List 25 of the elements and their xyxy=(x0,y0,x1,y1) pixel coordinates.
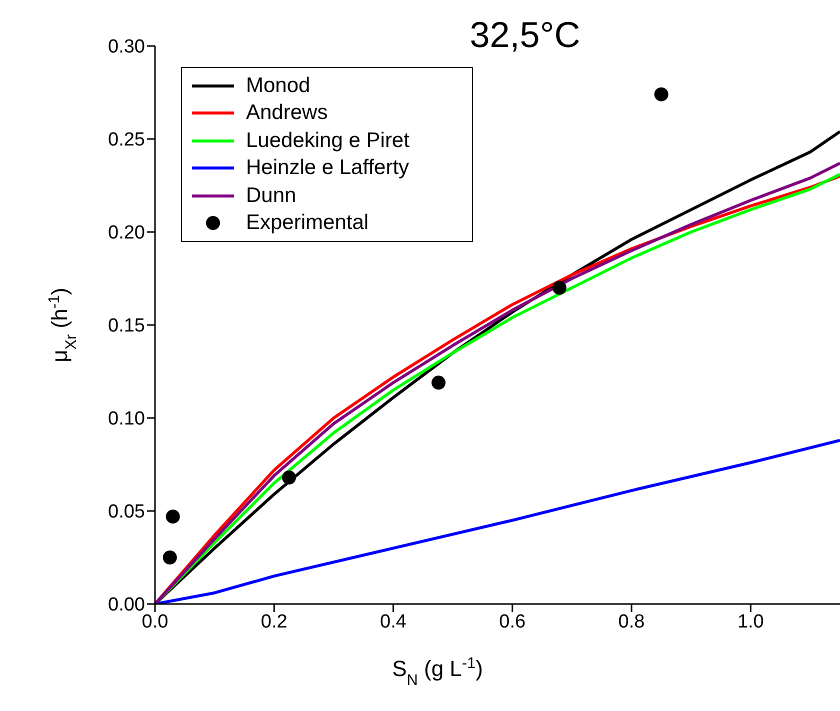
x-tick-label: 0.2 xyxy=(260,611,288,632)
x-axis-title: S$_{N}$ (g L$^{-1}$) xyxy=(392,654,483,688)
legend-label: Luedeking e Piret xyxy=(246,128,410,153)
x-tick-label: 0.6 xyxy=(499,611,526,632)
y-tick-label: 0.25 xyxy=(108,130,145,151)
y-tick-label: 0.20 xyxy=(108,222,145,244)
chart-title: 32,5°C xyxy=(470,14,580,55)
y-tick-label: 0.10 xyxy=(108,408,145,430)
x-tick-label: 0.4 xyxy=(380,611,407,632)
legend-label: Dunn xyxy=(246,184,296,208)
point xyxy=(432,376,446,390)
point xyxy=(654,87,668,102)
y-tick-label: 0.15 xyxy=(108,316,145,337)
y-tick-label: 0.05 xyxy=(108,502,145,523)
point xyxy=(552,280,566,295)
legend-label: Heinzle e Lafferty xyxy=(246,156,410,180)
point xyxy=(282,470,296,485)
y-tick-label: 0.30 xyxy=(108,36,145,58)
x-tick-label: 1.0 xyxy=(737,611,764,632)
point xyxy=(162,550,177,564)
point xyxy=(166,510,180,524)
x-tick-label: 0.8 xyxy=(618,611,645,632)
legend-label: Experimental xyxy=(246,211,369,236)
legend-label: Andrews xyxy=(246,101,328,126)
legend-label: Monod xyxy=(246,74,310,98)
